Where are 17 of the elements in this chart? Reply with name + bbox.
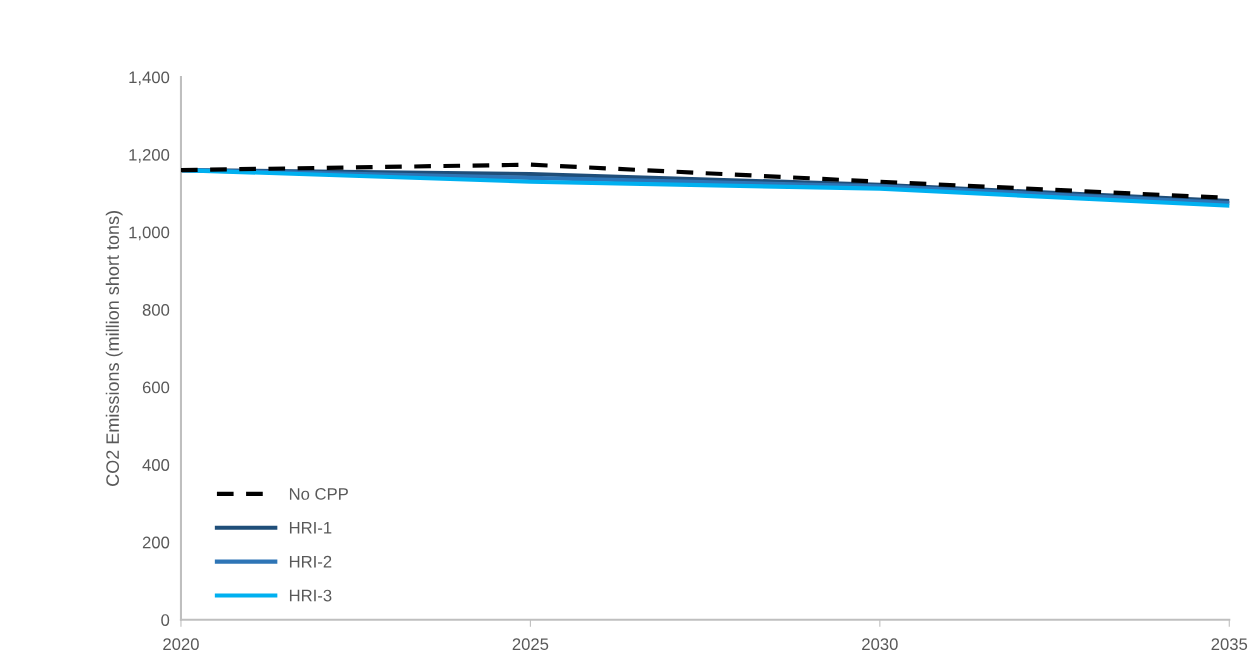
legend-label: No CPP xyxy=(289,488,348,500)
x-tick-label: 2025 xyxy=(512,638,549,651)
x-tick-label: 2030 xyxy=(862,638,898,651)
x-tick-label: 2035 xyxy=(1211,638,1248,651)
y-tick-label: 0 xyxy=(161,614,170,626)
x-tick-label: 2020 xyxy=(163,638,199,651)
legend-label: HRI-1 xyxy=(289,522,332,534)
y-axis-title: CO2 Emissions (million short tons) xyxy=(105,211,123,486)
y-tick-label: 600 xyxy=(142,381,170,394)
y-tick-label: 200 xyxy=(142,536,170,549)
y-tick-label: 400 xyxy=(142,459,170,471)
y-tick-label: 1,200 xyxy=(129,148,170,163)
legend-label: HRI-3 xyxy=(289,589,332,602)
y-tick-label: 1,400 xyxy=(129,71,170,86)
y-tick-label: 1,000 xyxy=(129,226,170,241)
y-tick-label: 800 xyxy=(142,304,170,316)
legend-label: HRI-2 xyxy=(289,555,332,568)
